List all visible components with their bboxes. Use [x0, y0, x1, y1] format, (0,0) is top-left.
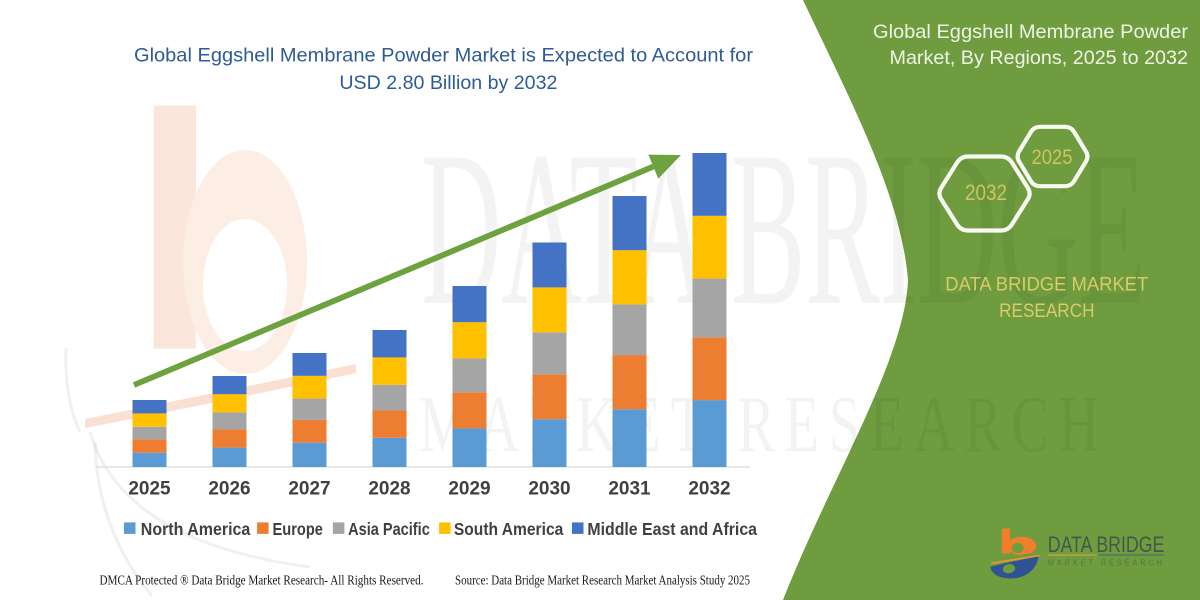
svg-text:DATA BRIDGE: DATA BRIDGE [1048, 532, 1165, 557]
svg-text:USD 2.80 Billion by 2032: USD 2.80 Billion by 2032 [339, 73, 557, 94]
svg-text:Europe: Europe [273, 519, 324, 539]
svg-text:MARKET RESEARCH: MARKET RESEARCH [419, 381, 1109, 469]
svg-text:2026: 2026 [208, 479, 250, 500]
svg-text:2028: 2028 [368, 479, 410, 500]
svg-text:DATA BRIDGE MARKET: DATA BRIDGE MARKET [945, 274, 1148, 295]
svg-text:2025: 2025 [1032, 145, 1073, 169]
svg-text:RESEARCH: RESEARCH [999, 301, 1094, 322]
svg-text:2027: 2027 [288, 479, 330, 500]
svg-text:DMCA Protected ® Data Bridge M: DMCA Protected ® Data Bridge Market Rese… [100, 574, 424, 589]
svg-text:Middle East and Africa: Middle East and Africa [587, 519, 757, 539]
svg-text:2029: 2029 [448, 479, 490, 500]
svg-text:Source: Data Bridge Market Res: Source: Data Bridge Market Research Mark… [455, 574, 750, 589]
svg-text:2025: 2025 [128, 479, 171, 500]
svg-text:2032: 2032 [965, 180, 1007, 205]
svg-text:2032: 2032 [688, 479, 730, 500]
svg-text:2031: 2031 [608, 479, 651, 500]
svg-text:North America: North America [141, 519, 251, 539]
svg-text:Asia Pacific: Asia Pacific [348, 519, 430, 539]
svg-text:2030: 2030 [528, 479, 570, 500]
svg-text:South America: South America [454, 519, 564, 539]
svg-text:Market, By Regions, 2025 to 20: Market, By Regions, 2025 to 2032 [890, 47, 1189, 69]
svg-text:MARKET RESEARCH: MARKET RESEARCH [1048, 559, 1165, 568]
svg-text:Global Eggshell Membrane Powde: Global Eggshell Membrane Powder Market i… [134, 46, 754, 67]
svg-text:Global Eggshell Membrane Powde: Global Eggshell Membrane Powder [873, 21, 1189, 43]
